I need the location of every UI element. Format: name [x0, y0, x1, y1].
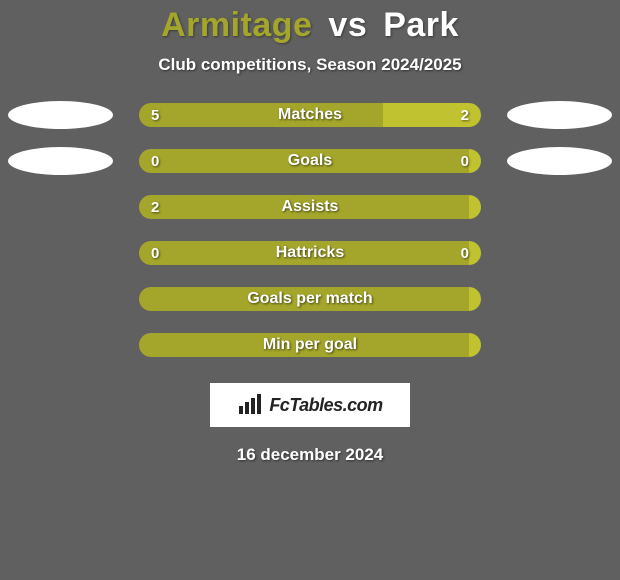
stat-bar: 00Goals [139, 149, 481, 173]
seg-right: 0 [469, 241, 481, 265]
seg-right: 2 [383, 103, 481, 127]
stat-bar: 00Hattricks [139, 241, 481, 265]
left-value: 0 [151, 153, 159, 170]
stat-bar: 52Matches [139, 103, 481, 127]
oval-left [8, 101, 113, 129]
right-value: 0 [461, 245, 469, 262]
oval-right [507, 101, 612, 129]
stat-bar: Goals per match [139, 287, 481, 311]
comparison-infographic: Armitage vs Park Club competitions, Seas… [0, 0, 620, 580]
stat-rows: 52Matches00Goals2Assists00HattricksGoals… [0, 103, 620, 357]
right-value: 2 [461, 107, 469, 124]
stat-row-assists: 2Assists [0, 195, 620, 219]
left-value: 5 [151, 107, 159, 124]
seg-right [469, 333, 481, 357]
seg-left [139, 333, 469, 357]
seg-left [139, 287, 469, 311]
page-title: Armitage vs Park [0, 6, 620, 45]
stat-row-goals: 00Goals [0, 149, 620, 173]
footer-logo: FcTables.com [210, 383, 410, 427]
subtitle: Club competitions, Season 2024/2025 [0, 55, 620, 75]
bars-icon [237, 394, 263, 416]
seg-right: 0 [469, 149, 481, 173]
player1-name: Armitage [161, 6, 312, 44]
seg-left: 5 [139, 103, 383, 127]
seg-left: 0 [139, 149, 469, 173]
oval-left [8, 147, 113, 175]
seg-left: 2 [139, 195, 469, 219]
seg-right [469, 195, 481, 219]
stat-bar: 2Assists [139, 195, 481, 219]
seg-right [469, 287, 481, 311]
stat-row-hattricks: 00Hattricks [0, 241, 620, 265]
seg-left: 0 [139, 241, 469, 265]
footer-date: 16 december 2024 [0, 445, 620, 465]
logo-text: FcTables.com [269, 395, 382, 416]
player2-name: Park [383, 6, 459, 44]
stat-row-matches: 52Matches [0, 103, 620, 127]
stat-bar: Min per goal [139, 333, 481, 357]
left-value: 0 [151, 245, 159, 262]
vs-text: vs [328, 6, 367, 44]
stat-row-goals-per-match: Goals per match [0, 287, 620, 311]
stat-row-min-per-goal: Min per goal [0, 333, 620, 357]
oval-right [507, 147, 612, 175]
left-value: 2 [151, 199, 159, 216]
right-value: 0 [461, 153, 469, 170]
